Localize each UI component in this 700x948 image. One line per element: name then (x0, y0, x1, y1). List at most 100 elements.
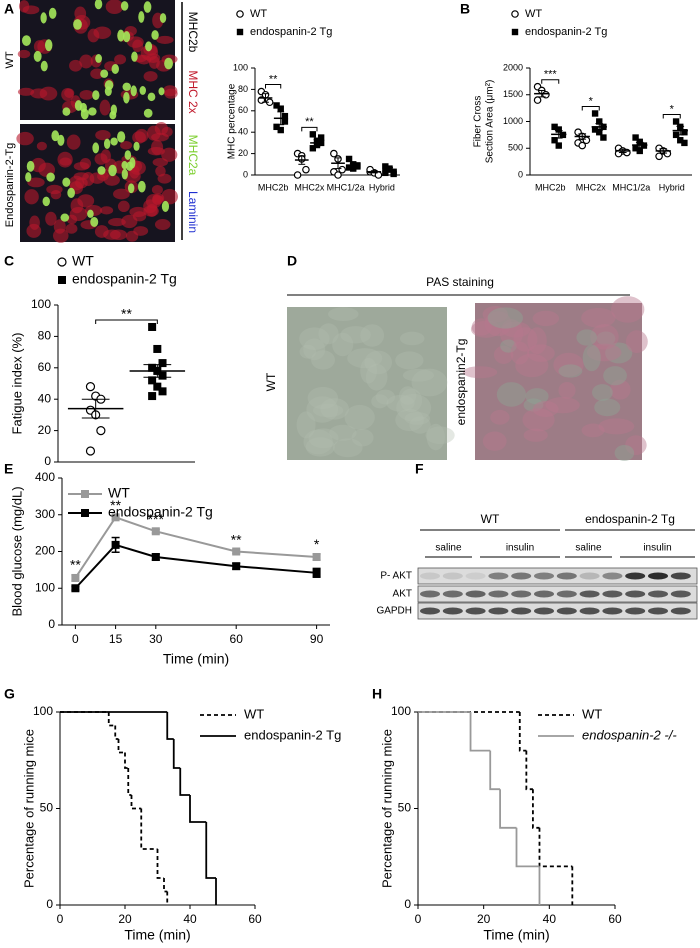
blot-band (648, 572, 668, 580)
y-tick-label: 0 (46, 897, 53, 911)
pas-texture (375, 389, 396, 405)
fiber-red (114, 54, 127, 65)
marker (153, 344, 162, 353)
fiber-red (79, 89, 94, 100)
legend-label: WT (108, 485, 130, 501)
image-row-label: Endospanin-2-Tg (4, 143, 16, 227)
blot-band (602, 590, 623, 598)
legend-marker (236, 28, 244, 36)
fiber-green (130, 85, 137, 97)
pas-texture (596, 331, 616, 346)
pas-texture (329, 424, 357, 441)
marker (293, 171, 302, 179)
significance-label: ** (305, 116, 314, 128)
pas-texture (303, 429, 333, 455)
marker (85, 382, 96, 392)
step-segment (107, 712, 116, 727)
blot-band (556, 590, 577, 598)
significance-bracket (541, 79, 560, 84)
blot-band (670, 590, 691, 598)
fiber-green (26, 160, 35, 172)
blot-band (488, 607, 509, 615)
blot-band (534, 572, 554, 580)
marker (338, 165, 346, 174)
panel-label: F (415, 461, 424, 477)
x-tick-label: MHC2b (535, 182, 566, 192)
fiber-red (24, 189, 39, 205)
x-tick-label: 60 (230, 632, 244, 646)
y-tick-label: 0 (44, 454, 51, 468)
step-segment (127, 767, 132, 796)
y-axis-label: Section Area (μm²) (485, 80, 496, 164)
pas-texture (299, 327, 330, 351)
pas-texture (311, 350, 335, 370)
y-axis-label: Fatigue index (%) (9, 333, 24, 435)
pas-texture (532, 310, 560, 327)
x-tick-label: MHC1/2a (612, 182, 650, 192)
significance-label: ** (231, 531, 242, 547)
pas-texture (411, 368, 448, 397)
pas-texture (592, 384, 613, 401)
fiber-green (46, 172, 55, 182)
y-tick-label: 500 (508, 143, 523, 153)
fiber-red (161, 147, 178, 162)
marker (281, 118, 289, 125)
pas-texture (402, 368, 435, 382)
channel-label: MHC2a (186, 135, 200, 176)
fiber-green (159, 13, 167, 23)
pas-texture (296, 411, 316, 439)
fiber-green (90, 216, 99, 228)
fiber-red (90, 68, 104, 79)
pas-texture (399, 386, 417, 405)
fiber-green (131, 51, 138, 62)
fiber-green (121, 168, 129, 180)
fiber-red (27, 177, 45, 188)
y-tick-label: 0 (48, 617, 55, 631)
pas-texture (482, 306, 509, 323)
fiber-red (113, 188, 130, 200)
x-tick-label: 60 (608, 912, 622, 926)
fiber-green (80, 108, 89, 120)
step-segment (172, 739, 181, 769)
blot-band (511, 572, 532, 580)
marker (277, 126, 284, 134)
fiber-red (70, 198, 84, 214)
pas-texture (425, 426, 455, 445)
pas-texture (299, 344, 317, 359)
fiber-green (139, 86, 147, 95)
pas-image (287, 307, 447, 460)
blot-band (602, 607, 623, 615)
significance-label: *** (544, 69, 558, 81)
fiber-green (122, 82, 132, 91)
fiber-red (121, 214, 138, 229)
blot-band (579, 590, 600, 598)
x-tick-label: MHC2b (258, 182, 289, 192)
fiber-green (104, 86, 112, 97)
legend-label: WT (250, 8, 267, 20)
blot-band (625, 590, 646, 598)
pas-texture (484, 311, 512, 337)
panel-label: D (287, 253, 297, 269)
marker (312, 553, 321, 562)
pas-texture (400, 388, 423, 413)
y-tick-label: 40 (38, 391, 52, 405)
fiber-red (125, 230, 139, 242)
fiber-red (30, 88, 48, 99)
fiber-red (89, 172, 106, 184)
legend-label: endospanin-2 Tg (250, 26, 332, 38)
fiber-green (57, 134, 65, 146)
blot-band (465, 607, 486, 615)
pas-texture (482, 431, 507, 451)
x-tick-label: 30 (149, 632, 163, 646)
fiber-green (124, 150, 132, 160)
fiber-red (152, 158, 169, 167)
fiber-green (44, 39, 53, 52)
fiber-red (156, 35, 174, 44)
image-row-label: WT (264, 372, 278, 391)
panel-label: C (4, 253, 14, 269)
marker (677, 137, 684, 144)
legend-marker (58, 276, 66, 284)
fiber-green (62, 107, 71, 116)
pas-texture (590, 323, 619, 350)
step-segment (124, 752, 129, 769)
